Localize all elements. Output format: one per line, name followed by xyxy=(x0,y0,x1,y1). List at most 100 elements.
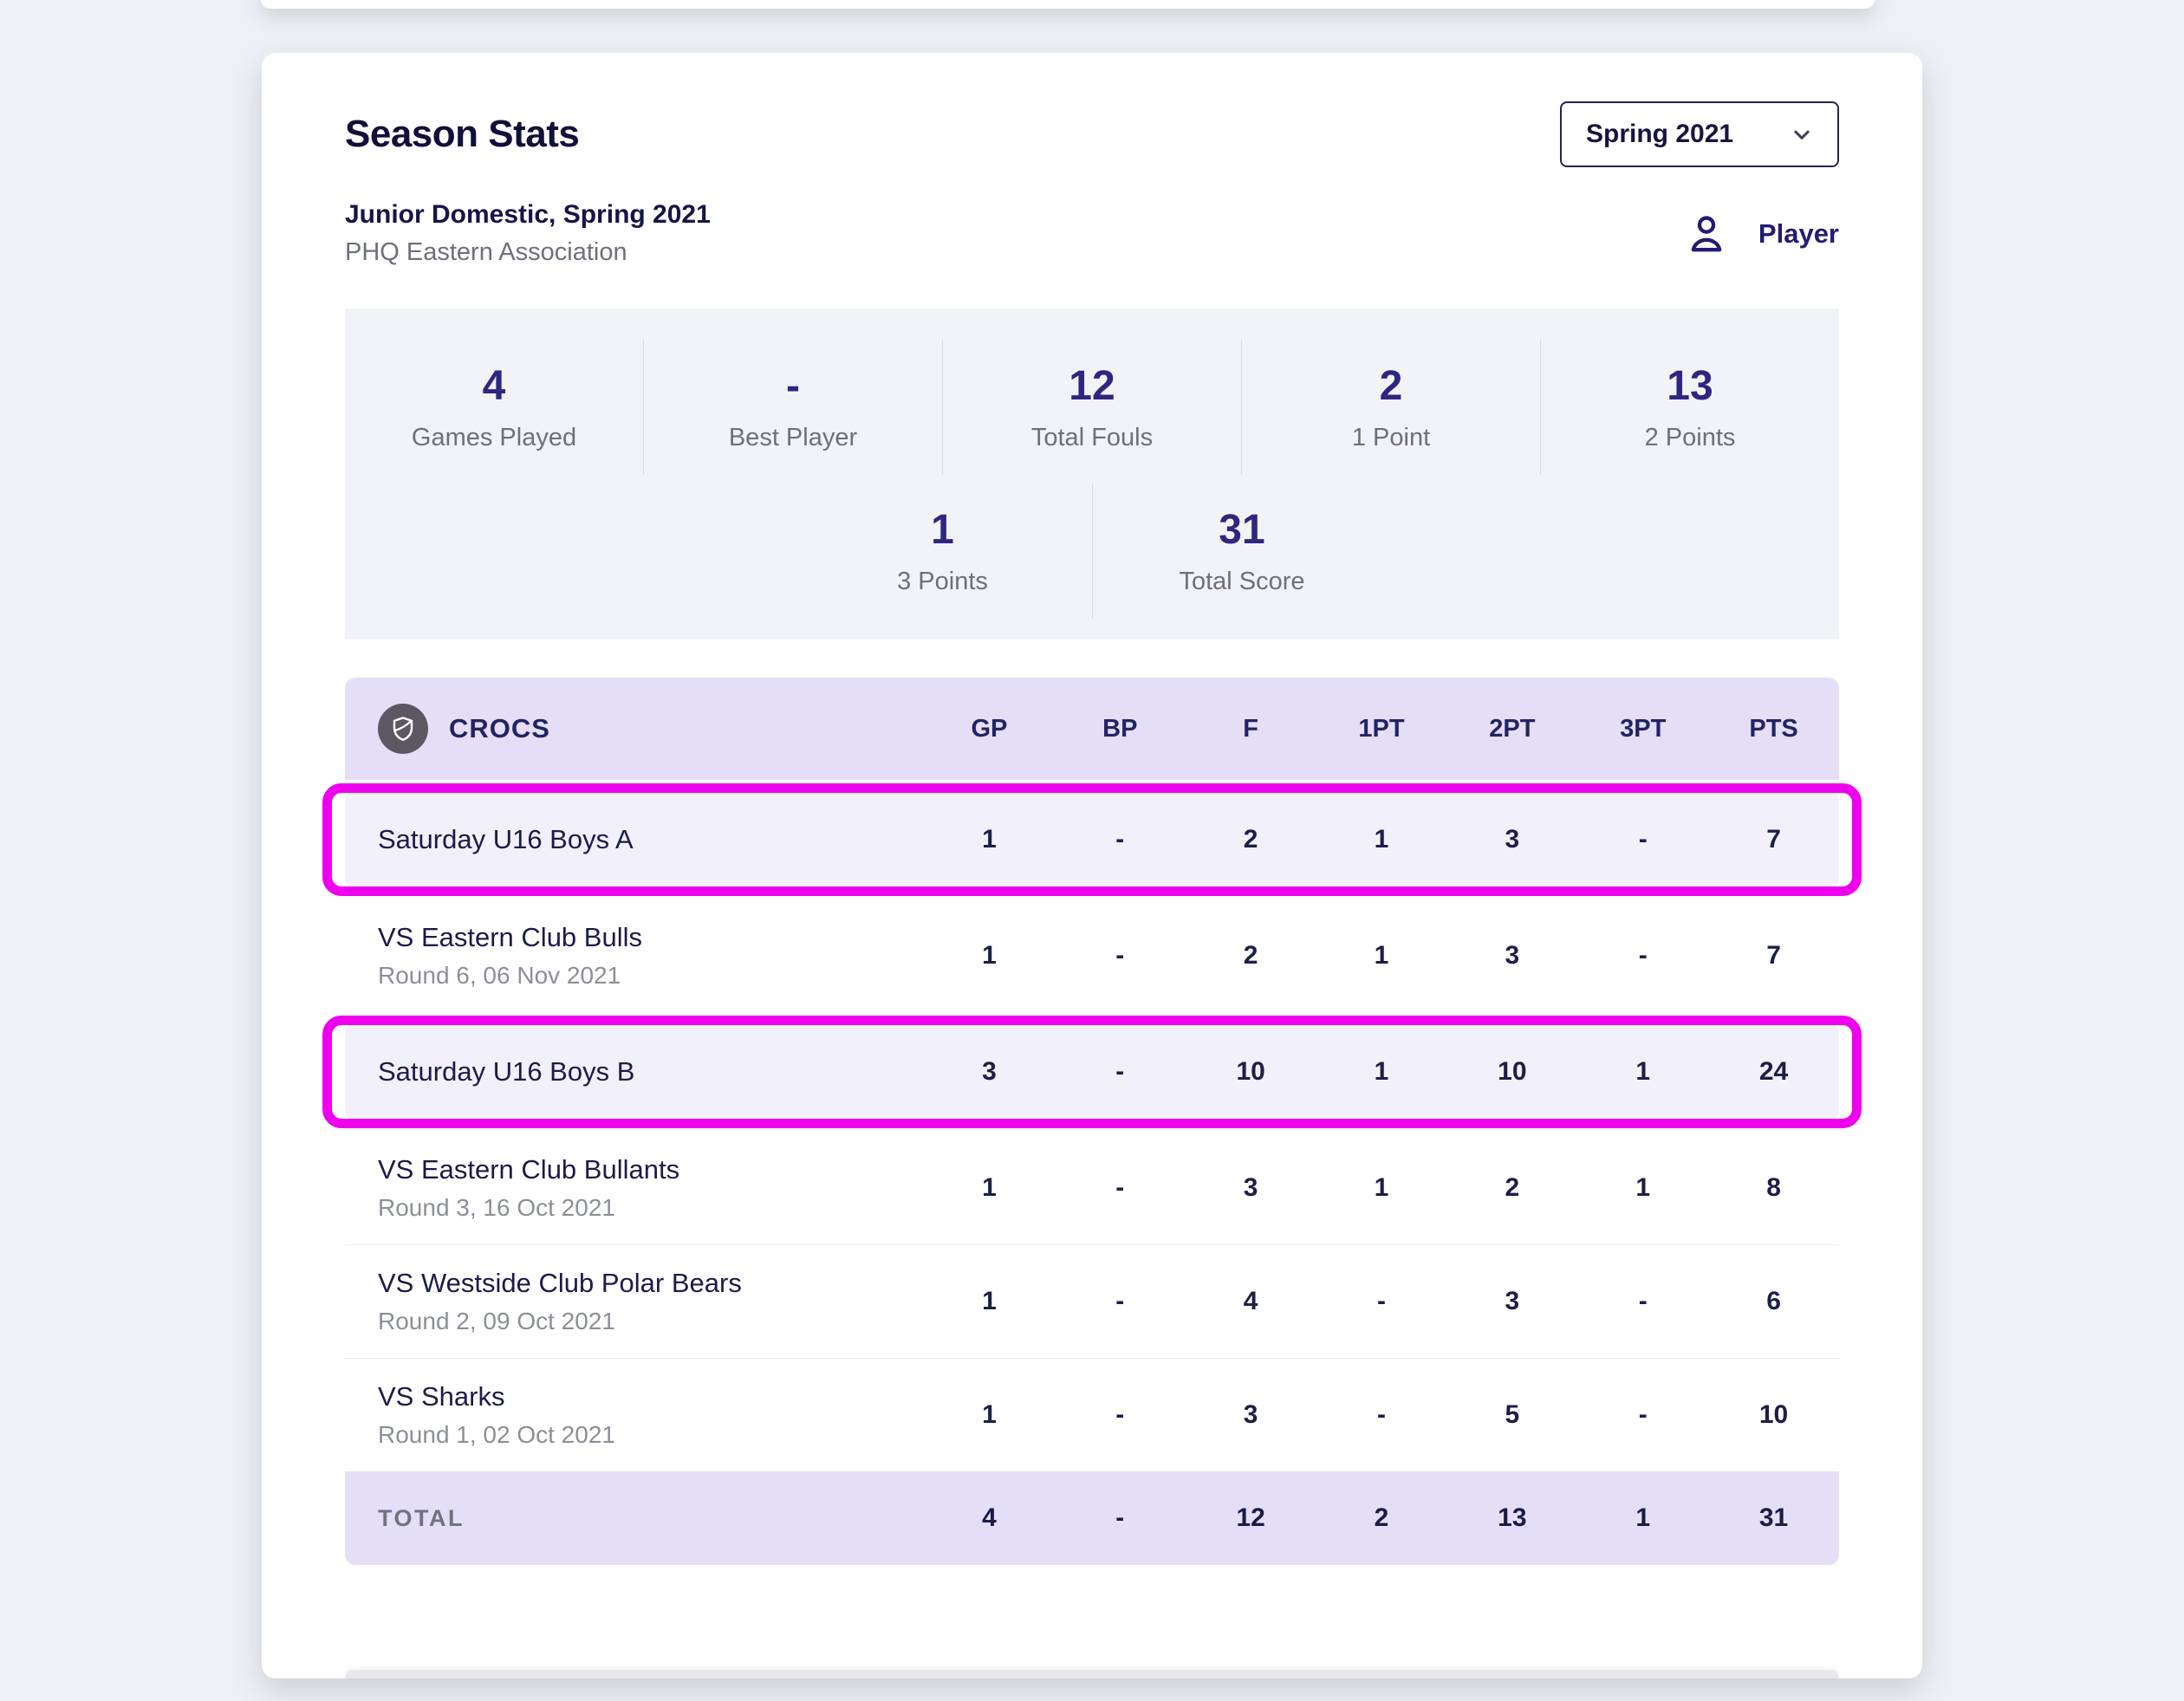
table-cell: 1 xyxy=(982,941,997,971)
card-header: Season Stats Spring 2021 xyxy=(345,101,1839,167)
column-header-2pt: 2PT xyxy=(1489,714,1536,743)
competition-block: Junior Domestic, Spring 2021 PHQ Eastern… xyxy=(345,200,711,267)
table-cell: 5 xyxy=(1505,1400,1520,1430)
table-cell: 2 xyxy=(1505,1173,1520,1203)
column-header-gp: GP xyxy=(971,714,1008,743)
table-cell: - xyxy=(1376,1400,1386,1430)
summary-tiles-row-2: 1 3 Points 31 Total Score xyxy=(345,484,1839,620)
stat-value: 1 xyxy=(931,507,954,554)
season-stats-card: Season Stats Spring 2021 Junior Domestic… xyxy=(262,53,1922,1678)
row-name: VS Eastern Club Bullants xyxy=(378,1154,680,1185)
row-sub-label: Round 2, 09 Oct 2021 xyxy=(378,1308,615,1335)
row-name: VS Eastern Club Bulls xyxy=(378,922,642,953)
row-sub-label: Round 1, 02 Oct 2021 xyxy=(378,1421,615,1449)
row-name: Saturday U16 Boys A xyxy=(378,824,634,855)
person-icon xyxy=(1691,215,1722,251)
row-name-cell: Saturday U16 Boys A xyxy=(345,824,924,855)
table-row[interactable]: Saturday U16 Boys B 3 - 10 1 10 1 24 xyxy=(322,1016,1862,1129)
table-cell: 6 xyxy=(1766,1287,1781,1316)
table-cell: 10 xyxy=(1498,1057,1527,1087)
row-sub-label: Round 3, 16 Oct 2021 xyxy=(378,1194,615,1222)
table-cell: 7 xyxy=(1766,941,1781,971)
stat-tile: 4 Games Played xyxy=(345,340,643,475)
stat-tile: 12 Total Fouls xyxy=(942,340,1241,476)
table-cell: 3 xyxy=(1505,1287,1520,1316)
stat-value: 31 xyxy=(1219,507,1265,554)
next-section-top-edge xyxy=(345,1670,1839,1678)
stat-value: 12 xyxy=(1069,363,1115,409)
total-cell: 31 xyxy=(1758,1503,1789,1533)
row-name-cell: VS Eastern Club Bullants Round 3, 16 Oct … xyxy=(345,1154,924,1222)
page-title: Season Stats xyxy=(345,113,580,155)
table-cell: - xyxy=(1115,1400,1125,1430)
stat-label: 2 Points xyxy=(1644,424,1736,452)
table-row[interactable]: VS Eastern Club Bullants Round 3, 16 Oct … xyxy=(345,1132,1839,1244)
stat-tile: - Best Player xyxy=(643,340,942,476)
row-sub-label: Round 6, 06 Nov 2021 xyxy=(378,962,621,990)
table-cell: 1 xyxy=(982,1287,997,1316)
table-cell: - xyxy=(1115,941,1125,971)
total-cell: 12 xyxy=(1236,1503,1265,1533)
table-cell: 1 xyxy=(982,825,997,854)
table-cell: 3 xyxy=(1243,1173,1258,1203)
column-header-bp: BP xyxy=(1102,714,1138,743)
column-header-f: F xyxy=(1243,714,1258,743)
season-dropdown[interactable]: Spring 2021 xyxy=(1560,101,1839,167)
table-cell: 1 xyxy=(1374,941,1389,971)
table-cell: 24 xyxy=(1758,1057,1789,1087)
table-body: Saturday U16 Boys A 1 - 2 1 3 - 7 VS Eastern Clu… xyxy=(322,783,1862,1471)
column-header-1pt: 1PT xyxy=(1358,714,1405,743)
shield-icon xyxy=(393,717,413,742)
table-cell: 8 xyxy=(1766,1173,1781,1203)
table-row[interactable]: Saturday U16 Boys A 1 - 2 1 3 - 7 xyxy=(322,783,1862,897)
table-cell: 1 xyxy=(1374,1057,1389,1087)
table-cell: 2 xyxy=(1243,941,1258,971)
table-row[interactable]: VS Eastern Club Bulls Round 6, 06 Nov 202… xyxy=(345,899,1839,1012)
table-row[interactable]: VS Westside Club Polar Bears Round 2, 09 … xyxy=(345,1244,1839,1358)
table-total-row: TOTAL 4 - 12 2 13 1 31 xyxy=(345,1471,1839,1566)
stat-label: Games Played xyxy=(411,424,577,452)
row-name: VS Sharks xyxy=(378,1381,505,1412)
table-cell: 1 xyxy=(982,1400,997,1430)
team-name: CROCS xyxy=(449,713,550,744)
table-cell: 1 xyxy=(1635,1173,1651,1203)
table-cell: - xyxy=(1638,941,1648,971)
player-view-toggle[interactable]: Player xyxy=(1684,211,1839,256)
row-name: VS Westside Club Polar Bears xyxy=(378,1268,742,1299)
table-cell: 1 xyxy=(1374,825,1389,854)
row-name: Saturday U16 Boys B xyxy=(378,1056,635,1087)
table-cell: 7 xyxy=(1766,825,1781,854)
sub-header: Junior Domestic, Spring 2021 PHQ Eastern… xyxy=(345,200,1839,267)
row-name-cell: VS Westside Club Polar Bears Round 2, 09 … xyxy=(345,1268,924,1335)
stat-value: 13 xyxy=(1667,363,1713,409)
table-header-row: CROCS GP BP F 1PT 2PT 3PT PTS xyxy=(345,678,1839,781)
stat-tile: 31 Total Score xyxy=(1092,484,1391,620)
stat-label: Total Score xyxy=(1179,568,1305,596)
table-row[interactable]: VS Sharks Round 1, 02 Oct 2021 1 - 3 - 5 - 10 xyxy=(345,1358,1839,1471)
stat-tile: 1 3 Points xyxy=(793,484,1092,619)
stat-label: Total Fouls xyxy=(1030,424,1154,452)
stat-label: Best Player xyxy=(728,424,858,452)
association-name: PHQ Eastern Association xyxy=(345,238,627,266)
table-cell: 3 xyxy=(982,1057,997,1087)
team-badge xyxy=(378,704,428,755)
player-toggle-label: Player xyxy=(1758,217,1839,249)
table-cell: 3 xyxy=(1505,941,1520,971)
table-cell: - xyxy=(1638,1287,1648,1316)
stat-value: 2 xyxy=(1379,363,1403,409)
total-cell: 1 xyxy=(1635,1503,1651,1533)
season-summary-panel: 4 Games Played - Best Player 12 Total Fouls 2 1… xyxy=(345,308,1839,640)
chevron-down-icon xyxy=(1794,130,1810,140)
stat-label: 3 Points xyxy=(897,568,988,596)
total-cell: - xyxy=(1115,1503,1125,1533)
season-dropdown-value: Spring 2021 xyxy=(1586,120,1734,148)
table-cell: - xyxy=(1638,825,1648,854)
table-cell: 1 xyxy=(982,1173,997,1203)
table-cell: 2 xyxy=(1243,825,1258,854)
stat-label: 1 Point xyxy=(1351,424,1431,452)
table-cell: - xyxy=(1638,1400,1648,1430)
total-cell: 4 xyxy=(982,1503,997,1533)
table-cell: - xyxy=(1115,1057,1125,1087)
table-cell: - xyxy=(1115,1287,1125,1316)
